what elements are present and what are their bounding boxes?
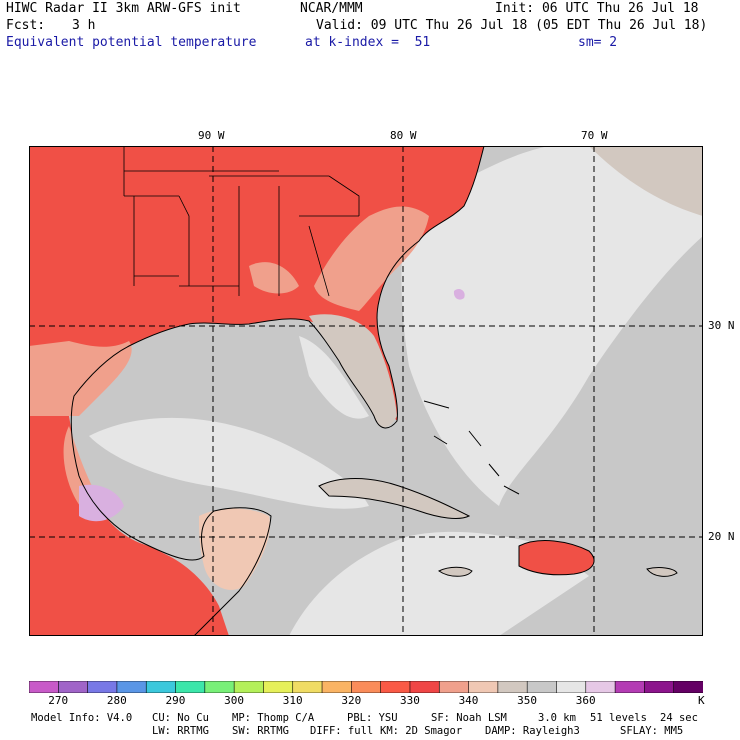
hispaniola <box>518 540 595 576</box>
gulf-light-patch-2 <box>299 336 369 419</box>
colorbar-swatch <box>351 681 382 693</box>
atlantic-tan-region <box>589 146 703 216</box>
gulf-light-patch <box>89 417 369 509</box>
jamaica <box>438 566 473 577</box>
colorbar-swatch <box>438 681 470 693</box>
alabama-salmon <box>249 262 299 294</box>
purple-patch-mexico <box>79 484 124 522</box>
texas-salmon <box>29 341 132 416</box>
colorbar-tick-label: 270 <box>48 694 69 707</box>
colorbar-swatch <box>263 681 294 693</box>
coastline <box>70 146 485 636</box>
sflay-info: SFLAY: MM5 <box>620 725 684 737</box>
colorbar-swatch <box>292 681 323 693</box>
colorbar-swatch <box>380 681 411 693</box>
valid-time: Valid: 09 UTC Thu 26 Jul 18 (05 EDT Thu … <box>316 18 708 33</box>
colorbar-swatch <box>233 681 265 693</box>
map-frame <box>29 146 703 636</box>
mp-info: MP: Thomp C/A <box>232 712 315 724</box>
lw-info: LW: RRTMG <box>152 725 209 737</box>
bahamas <box>423 400 520 495</box>
lon-label-70w: 70 W <box>581 129 608 142</box>
caribbean-light-region <box>289 531 589 636</box>
field-name: Equivalent potential temperature <box>6 35 257 50</box>
colorbar-swatch <box>497 681 528 693</box>
colorbar-tick-label: 280 <box>106 694 127 707</box>
fcst-label: Fcst: <box>6 18 46 33</box>
init-time: Init: 06 UTC Thu 26 Jul 18 <box>495 1 699 16</box>
colorbar-swatch <box>87 681 118 693</box>
colorbar-tick-label: 300 <box>224 694 244 707</box>
cu-info: CU: No Cu <box>152 712 209 724</box>
colorbar-swatch <box>673 681 703 693</box>
colorbar-swatch <box>57 681 89 693</box>
colorbar-tick-label: 290 <box>165 694 186 707</box>
lon-label-90w: 90 W <box>198 129 225 142</box>
lat-label-20n: 20 N <box>708 530 735 543</box>
colorbar <box>29 681 703 693</box>
colorbar-tick-label: 330 <box>399 694 420 707</box>
colorbar-swatch <box>614 681 646 693</box>
damp-info: DAMP: Rayleigh3 <box>485 725 580 737</box>
colorbar-swatch <box>175 681 206 693</box>
colorbar-tick-label: 340 <box>458 694 479 707</box>
colorbar-swatch <box>145 681 177 693</box>
colorbar-tick-label: 310 <box>282 694 303 707</box>
colorbar-swatch <box>556 681 587 693</box>
state-borders <box>123 146 360 297</box>
purple-patch-atlantic <box>453 288 465 300</box>
colorbar-swatch <box>468 681 499 693</box>
puerto-rico <box>646 567 678 577</box>
cuba <box>318 478 471 519</box>
colorbar-tick-label: 350 <box>517 694 538 707</box>
res-info: 3.0 km <box>538 712 576 724</box>
colorbar-swatch <box>526 681 558 693</box>
level-label: at k-index = 51 <box>305 35 431 50</box>
colorbar-swatch <box>644 681 675 693</box>
southeast-salmon <box>314 206 429 311</box>
sf-info: SF: Noah LSM <box>431 712 507 724</box>
colorbar-swatch <box>585 681 616 693</box>
pbl-info: PBL: YSU <box>347 712 398 724</box>
model-info: Model Info: V4.0 <box>31 712 133 724</box>
colorbar-swatch <box>116 681 148 693</box>
yucatan-tan <box>199 508 270 590</box>
colorbar-swatch <box>29 681 60 693</box>
florida-tan <box>309 314 397 428</box>
sw-info: SW: RRTMG <box>232 725 289 737</box>
colorbar-unit: K <box>698 694 705 707</box>
model-title: HIWC Radar II 3km ARW-GFS init <box>6 1 241 16</box>
mexico-salmon <box>63 426 109 520</box>
dt-info: 24 sec <box>660 712 698 724</box>
km-info: KM: 2D Smagor <box>380 725 463 737</box>
lat-label-30n: 30 N <box>708 319 735 332</box>
levels-info: 51 levels <box>590 712 647 724</box>
colorbar-swatch <box>204 681 235 693</box>
colorbar-swatch <box>321 681 353 693</box>
colorbar-tick-label: 360 <box>575 694 596 707</box>
fcst-value: 3 h <box>72 18 96 33</box>
colorbar-tick-label: 320 <box>341 694 362 707</box>
org-label: NCAR/MMM <box>300 1 363 16</box>
smooth-label: sm= 2 <box>578 35 618 50</box>
lon-label-80w: 80 W <box>390 129 417 142</box>
diff-info: DIFF: full <box>310 725 374 737</box>
theta-e-map <box>29 146 703 636</box>
colorbar-swatch <box>409 681 441 693</box>
